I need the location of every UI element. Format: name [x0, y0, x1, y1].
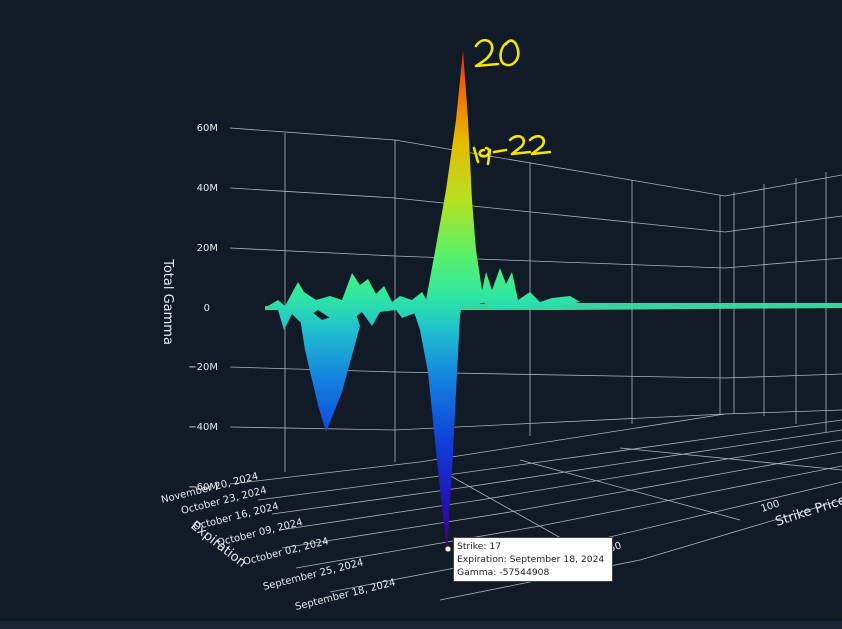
z-tick: −40M: [188, 422, 218, 433]
tooltip-gamma: Gamma: -57544908: [457, 567, 550, 578]
x-axis-title: Strike Price: [774, 493, 842, 530]
z-tick: 40M: [197, 183, 218, 194]
gamma-surface[interactable]: [265, 50, 842, 552]
x-axis-ticks: 50 100: [608, 498, 782, 554]
z-tick: −60M: [188, 482, 218, 493]
surface-negative-spike-left: [300, 312, 360, 432]
y-axis-ticks: September 18, 2024 September 25, 2024 Oc…: [160, 471, 397, 613]
tooltip-strike: Strike: 17: [457, 541, 502, 552]
z-axis-ticks: 60M 40M 20M 0 −20M −40M −60M: [188, 123, 218, 493]
surface-positive-spike-main: [426, 50, 486, 306]
z-tick: 0: [204, 303, 210, 314]
bottom-strip: [0, 621, 842, 629]
surface-negative-spike-main: [412, 296, 462, 552]
z-tick: −20M: [188, 362, 218, 373]
annotation-19-22: [472, 134, 552, 166]
surface-left-bumps: [268, 273, 430, 334]
surface-right-bumps: [480, 268, 580, 310]
y-tick: October 02, 2024: [242, 536, 330, 568]
y-tick: September 18, 2024: [294, 577, 397, 613]
tooltip-expiration: Expiration: September 18, 2024: [457, 554, 605, 565]
annotation-20: [474, 38, 520, 68]
z-axis-title: Total Gamma: [160, 258, 175, 345]
z-tick: 20M: [197, 243, 218, 254]
z-tick: 60M: [197, 123, 218, 134]
hover-point-marker: [444, 545, 452, 553]
hover-tooltip: Strike: 17 Expiration: September 18, 202…: [453, 537, 613, 582]
